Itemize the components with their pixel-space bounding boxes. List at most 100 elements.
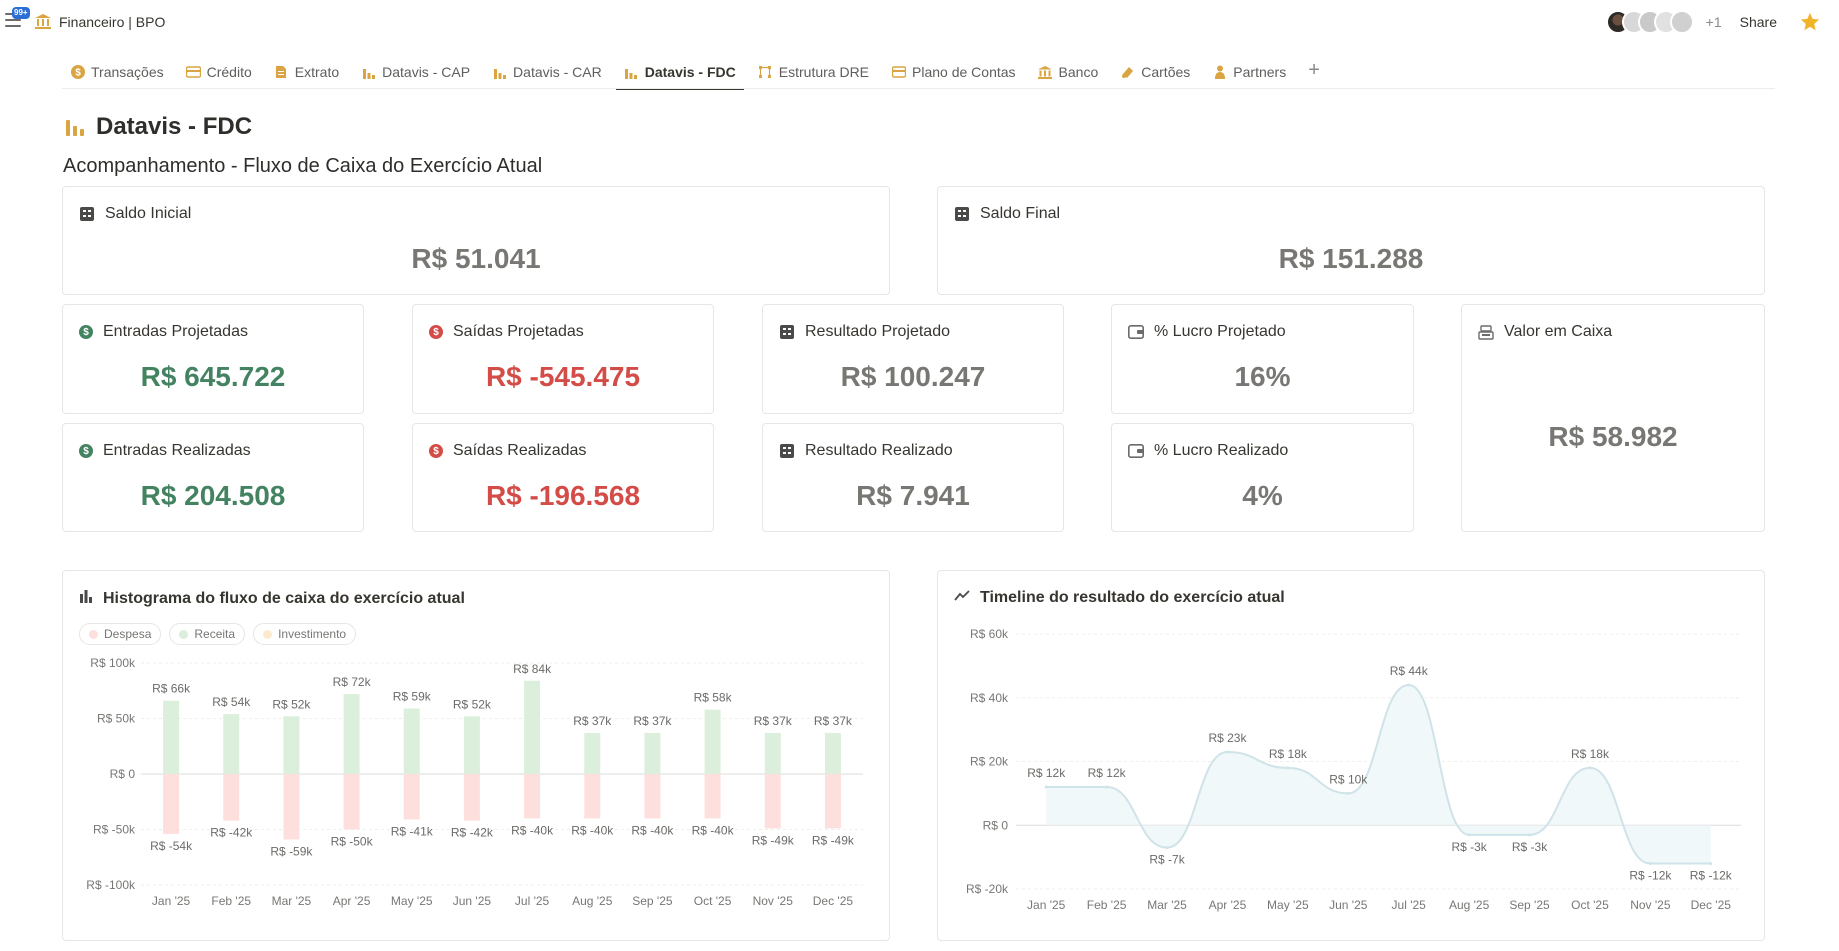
dollar-coin-icon: $ [429,444,443,458]
receita-data-label: R$ 37k [814,714,853,728]
data-point [1105,785,1109,789]
card-value: R$ 58.982 [1548,421,1678,452]
tab-banco[interactable]: Banco [1030,55,1107,89]
collaborator-avatars[interactable] [1605,10,1694,34]
legend-item-investimento[interactable]: Investimento [253,623,357,645]
lucro-projetado-card[interactable]: % Lucro Projetado 16% [1111,304,1414,414]
despesa-bar [764,774,781,829]
resultado-projetado-card[interactable]: Resultado Projetado R$ 100.247 [762,304,1064,414]
card-value: R$ -545.475 [485,361,641,392]
bank-icon [35,14,51,29]
receita-bar [584,732,601,774]
saldo-inicial-card[interactable]: Saldo Inicial R$ 51.041 [62,186,890,295]
card-label: Valor em Caixa [1504,323,1613,340]
dollar-coin-icon: $ [79,444,93,458]
histogram-card[interactable]: Histograma do fluxo de caixa do exercíci… [62,570,890,941]
card-value: 4% [1242,480,1283,511]
add-tab-button[interactable]: + [1308,59,1320,81]
tab-label: Plano de Contas [912,64,1016,80]
chart-title: Timeline do resultado do exercício atual [980,589,1285,606]
data-point [1225,750,1229,754]
x-tick-label: May '25 [1267,898,1309,912]
despesa-data-label: R$ -59k [270,844,313,858]
avatar[interactable] [1669,10,1694,34]
despesa-data-label: R$ -49k [812,833,855,847]
tab-transa-es[interactable]: $ Transações [62,55,172,89]
receita-data-label: R$ 37k [754,714,793,728]
legend-swatch [263,629,273,639]
tab-label: Datavis - CAP [382,64,471,80]
bank-icon [1038,65,1053,80]
bar-chart-icon [624,65,639,80]
timeline-card[interactable]: Timeline do resultado do exercício atual… [937,570,1765,941]
card-value: R$ -196.568 [485,480,641,511]
tab-cr-dito[interactable]: Crédito [178,55,260,89]
share-button[interactable]: Share [1739,14,1777,30]
data-label: R$ 18k [1269,747,1308,761]
legend-item-despesa[interactable]: Despesa [79,623,162,645]
x-tick-label: Feb '25 [211,894,251,908]
star-icon[interactable] [1799,11,1821,33]
entradas-projetadas-card[interactable]: $ Entradas Projetadas R$ 645.722 [62,304,364,414]
tab-extrato[interactable]: Extrato [266,55,347,89]
despesa-bar [283,774,300,840]
page-title-text: Datavis - FDC [96,113,253,140]
tab-label: Datavis - FDC [644,64,736,80]
entradas-realizadas-card[interactable]: $ Entradas Realizadas R$ 204.508 [62,423,364,532]
x-tick-label: May '25 [391,894,433,908]
chart-title: Histograma do fluxo de caixa do exercíci… [103,589,465,607]
card-value: R$ 7.941 [856,480,970,511]
y-tick-label: R$ 0 [983,818,1009,832]
breadcrumb[interactable]: Financeiro | BPO [59,14,166,30]
tab-cart-es[interactable]: Cartões [1112,55,1198,89]
receita-bar [644,732,661,774]
despesa-data-label: R$ -42k [210,826,253,840]
card-label: Entradas Realizadas [103,442,251,459]
tab-datavis-car[interactable]: Datavis - CAR [484,55,610,89]
dollar-coin-icon: $ [79,325,93,339]
tab-label: Datavis - CAR [513,64,602,80]
lucro-realizado-card[interactable]: % Lucro Realizado 4% [1111,423,1414,532]
data-point [1407,683,1411,687]
x-tick-label: Aug '25 [572,894,613,908]
data-label: R$ -12k [1690,869,1733,883]
card-label: Saldo Final [980,205,1061,222]
bar-chart-icon [66,120,84,136]
tab-label: Cartões [1141,64,1191,80]
data-label: R$ 10k [1329,772,1368,786]
resultado-realizado-card[interactable]: Resultado Realizado R$ 7.941 [762,423,1064,532]
despesa-data-label: R$ -40k [692,823,735,837]
tab-datavis-cap[interactable]: Datavis - CAP [353,55,478,89]
saidas-realizadas-card[interactable]: $ Saídas Realizadas R$ -196.568 [412,423,714,532]
extra-collaborators-count[interactable]: +1 [1705,14,1722,30]
receita-data-label: R$ 72k [333,675,372,689]
legend-item-receita[interactable]: Receita [169,623,246,645]
despesa-data-label: R$ -40k [571,823,614,837]
calculator-icon [779,324,795,340]
x-tick-label: Jun '25 [453,894,492,908]
x-tick-label: Jan '25 [1027,898,1066,912]
y-tick-label: R$ 0 [110,767,136,781]
person-icon [1212,65,1227,80]
tab-datavis-fdc[interactable]: Datavis - FDC [615,55,744,90]
valor-em-caixa-card[interactable]: Valor em Caixa R$ 58.982 [1461,304,1765,532]
despesa-data-label: R$ -54k [150,839,193,853]
card-value: R$ 51.041 [411,243,541,274]
tab-plano-de-contas[interactable]: Plano de Contas [883,55,1024,89]
x-tick-label: Apr '25 [1209,898,1247,912]
document-icon [274,65,289,80]
x-tick-label: Sep '25 [1509,898,1550,912]
notification-badge[interactable]: 99+ [12,7,30,19]
y-tick-label: R$ -100k [86,878,136,892]
despesa-bar [403,774,420,820]
tab-partners[interactable]: Partners [1204,55,1294,89]
x-tick-label: Oct '25 [1571,898,1609,912]
wallet-icon [891,65,906,80]
tab-estrutura-dre[interactable]: Estrutura DRE [750,55,877,89]
card-value: R$ 100.247 [840,361,986,392]
despesa-data-label: R$ -40k [511,823,554,837]
x-tick-label: Feb '25 [1087,898,1127,912]
saldo-final-card[interactable]: Saldo Final R$ 151.288 [937,186,1765,295]
data-label: R$ -7k [1149,853,1185,867]
saidas-projetadas-card[interactable]: $ Saídas Projetadas R$ -545.475 [412,304,714,414]
